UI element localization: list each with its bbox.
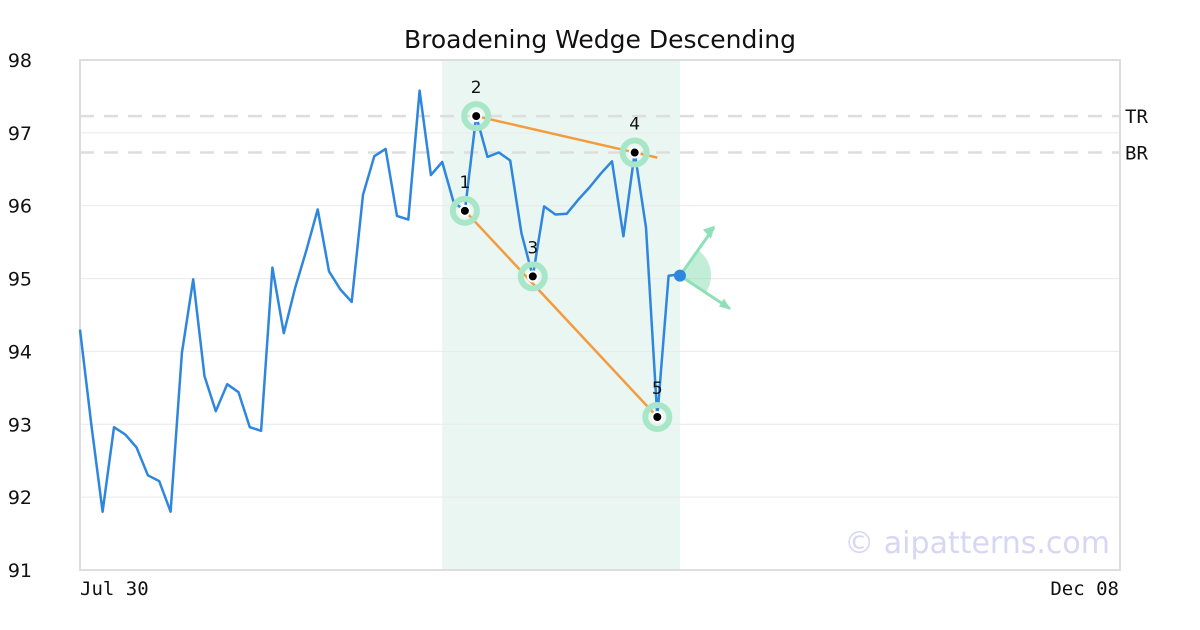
reference-line-label: BR bbox=[1125, 143, 1148, 165]
axis-layer: 91 92 93 94 95 96 97 98 Jul 30 Dec 08 bbox=[8, 50, 1119, 600]
up-arrow-shaft bbox=[678, 226, 716, 277]
pattern-point bbox=[526, 270, 539, 283]
pattern-point-label: 2 bbox=[471, 78, 482, 98]
current-price-dot bbox=[673, 269, 686, 282]
price-line-layer bbox=[78, 89, 681, 513]
plot-frame bbox=[79, 59, 1121, 571]
pattern-point-ring bbox=[461, 101, 492, 132]
y-tick-label: 94 bbox=[8, 341, 32, 363]
pattern-point-label: 1 bbox=[459, 173, 470, 193]
pattern-point-ring bbox=[449, 195, 480, 226]
direction-wedge bbox=[679, 250, 712, 294]
x-tick-label: Dec 08 bbox=[1050, 578, 1119, 600]
pattern-point bbox=[651, 411, 664, 423]
pattern-point bbox=[470, 110, 483, 123]
y-tick-label: 97 bbox=[8, 123, 32, 145]
y-tick-label: 95 bbox=[8, 269, 32, 291]
pattern-point-ring bbox=[642, 402, 673, 432]
down-arrowhead bbox=[718, 298, 731, 310]
pattern-point-label: 3 bbox=[527, 238, 538, 258]
price-line bbox=[78, 89, 681, 513]
watermark: © aipatterns.com bbox=[844, 526, 1110, 561]
y-tick-label: 98 bbox=[8, 50, 32, 72]
pattern-point-ring bbox=[517, 261, 548, 292]
y-tick-label: 92 bbox=[8, 487, 32, 509]
top-trendline bbox=[475, 114, 658, 159]
pattern-layer bbox=[463, 114, 659, 418]
bottom-trendline bbox=[463, 209, 659, 418]
pattern-point bbox=[458, 204, 471, 217]
pattern-point-ring bbox=[619, 137, 650, 168]
reference-lines-layer: TR BR bbox=[80, 106, 1148, 165]
y-tick-label: 96 bbox=[8, 196, 32, 218]
pattern-point-label: 4 bbox=[629, 115, 640, 135]
y-tick-label: 91 bbox=[8, 560, 32, 582]
y-tick-label: 93 bbox=[8, 414, 32, 436]
up-arrowhead bbox=[702, 225, 715, 239]
pattern-point-label: 5 bbox=[652, 379, 663, 399]
pattern-markers-layer: 1 2 3 4 5 bbox=[449, 78, 731, 432]
reference-line-label: TR bbox=[1125, 106, 1148, 128]
chart-title: Broadening Wedge Descending bbox=[404, 25, 796, 54]
pattern-point bbox=[628, 146, 641, 159]
x-tick-label: Jul 30 bbox=[80, 578, 149, 600]
grid-layer bbox=[80, 132, 1120, 498]
